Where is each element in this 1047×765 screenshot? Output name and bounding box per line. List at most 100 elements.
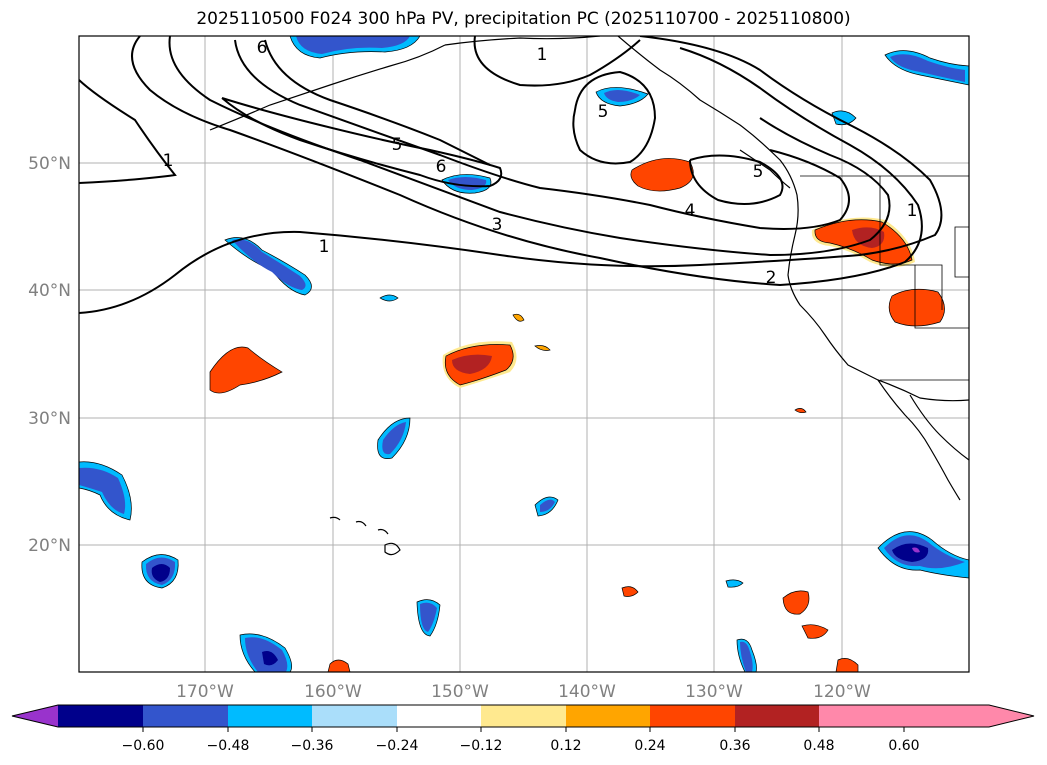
contour-label: 2 — [766, 268, 777, 288]
map-frame — [78, 35, 970, 673]
precip-blob-negative — [540, 499, 555, 512]
precip-blob-negative — [604, 89, 640, 102]
colorbar-segment — [735, 705, 819, 727]
colorbar-segment — [312, 705, 397, 727]
precip-blob-negative — [890, 54, 965, 82]
precip-blob-negative — [151, 564, 170, 582]
precip-blob-positive — [512, 313, 525, 322]
gridlines — [79, 36, 969, 672]
precip-blob-negative — [831, 110, 857, 126]
colorbar-tick-label: 0.60 — [888, 738, 919, 754]
lon-label: 130°W — [685, 682, 743, 702]
colorbar-tick-label: −0.60 — [122, 738, 165, 754]
coastline-alaska-peninsula — [209, 44, 446, 131]
contour-label: 5 — [598, 102, 609, 122]
lat-label: 20°N — [28, 536, 71, 556]
contour-label: 6 — [257, 38, 268, 58]
contour-label: 1 — [319, 237, 330, 257]
coastline-baja — [877, 379, 961, 501]
pv-contour-1-north — [79, 79, 177, 184]
precip-blob-positive — [794, 408, 807, 414]
contour-label: 6 — [436, 157, 447, 177]
colorbar: −0.60 −0.48 −0.36 −0.24 −0.12 0.12 0.24 … — [11, 704, 1035, 754]
precip-blob-negative — [232, 239, 306, 290]
colorbar-tick-label: 0.36 — [719, 738, 750, 754]
precip-blob-negative — [912, 547, 920, 553]
coastline-alaska-south — [444, 36, 601, 46]
precip-blob-negative — [382, 422, 406, 455]
colorbar-tick-label: −0.12 — [460, 738, 503, 754]
contour-label: 1 — [163, 151, 174, 171]
precip-blob-negative — [296, 36, 410, 54]
lat-label: 40°N — [28, 281, 71, 301]
colorbar-segment — [228, 705, 312, 727]
precip-blob-positive — [621, 586, 639, 597]
colorbar-segment — [819, 705, 904, 727]
precip-blob-negative — [740, 641, 753, 672]
pv-contour-5-east — [572, 70, 657, 165]
precip-blob-negative — [725, 579, 744, 588]
contour-label: 5 — [753, 162, 764, 182]
precip-blob-positive — [835, 658, 859, 672]
border-state-nv — [879, 176, 943, 310]
coastline-vancouver — [739, 149, 791, 189]
colorbar-tick-label: −0.48 — [207, 738, 250, 754]
precip-blob-negative — [262, 651, 278, 666]
pv-contour-5-ne — [689, 154, 784, 205]
colorbar-segment — [481, 705, 566, 727]
precip-blob-negative — [892, 543, 929, 562]
precip-blob-positive — [452, 354, 492, 374]
colorbar-tick-label: −0.24 — [376, 738, 419, 754]
colorbar-segment — [566, 705, 650, 727]
coastline-hawaii — [329, 516, 401, 556]
map-area — [79, 36, 969, 672]
lon-label: 170°W — [176, 682, 234, 702]
colorbar-segment — [650, 705, 735, 727]
contour-label: 3 — [492, 215, 503, 235]
contour-labels: 6 1 1 5 6 5 3 4 1 5 2 1 — [163, 38, 918, 288]
longitude-labels: 170°W 160°W 150°W 140°W 130°W 120°W — [176, 682, 871, 702]
latitude-labels: 50°N 40°N 30°N 20°N — [28, 154, 71, 556]
map-title: 2025110500 F024 300 hPa PV, precipitatio… — [196, 9, 851, 29]
precip-blob-positive — [209, 346, 283, 394]
borders — [800, 175, 969, 381]
pv-contour-upper — [473, 36, 641, 87]
colorbar-segment — [58, 705, 143, 727]
lat-label: 30°N — [28, 409, 71, 429]
colorbar-tick-label: −0.36 — [291, 738, 334, 754]
precip-blob-positive — [630, 158, 694, 192]
colorbar-tick-label: 0.48 — [803, 738, 834, 754]
precip-blob-positive — [534, 345, 551, 351]
pv-contours — [79, 36, 943, 314]
colorbar-tick-label: 0.24 — [634, 738, 665, 754]
colorbar-extend-left — [12, 705, 58, 727]
contour-label: 1 — [537, 45, 548, 65]
contour-label: 1 — [907, 201, 918, 221]
border-state-az — [914, 265, 969, 329]
border-state-id — [954, 226, 969, 278]
pv-contour-1-main — [79, 36, 943, 314]
contour-label: 4 — [685, 201, 696, 221]
colorbar-ticks — [142, 727, 905, 732]
coastline-mexico-mainland — [909, 394, 969, 461]
precip-blob-positive — [327, 659, 351, 672]
lat-label: 50°N — [28, 154, 71, 174]
pv-contour-2 — [131, 36, 923, 287]
colorbar-outline — [11, 704, 1035, 728]
colorbar-segment — [143, 705, 228, 727]
contour-label: 5 — [392, 135, 403, 155]
lon-label: 140°W — [558, 682, 616, 702]
precip-blob-positive — [888, 288, 945, 327]
colorbar-extend-right — [904, 705, 1034, 727]
pv-contour-5-west — [221, 97, 503, 188]
colorbar-segment — [397, 705, 481, 727]
precip-blob-negative — [79, 467, 126, 514]
precip-blob-positive — [801, 624, 829, 639]
pv-contour-4 — [234, 39, 850, 230]
precip-blob-negative — [420, 602, 437, 632]
lon-label: 160°W — [304, 682, 362, 702]
lon-label: 150°W — [431, 682, 489, 702]
lon-label: 120°W — [813, 682, 871, 702]
precip-blob-negative — [379, 294, 399, 302]
